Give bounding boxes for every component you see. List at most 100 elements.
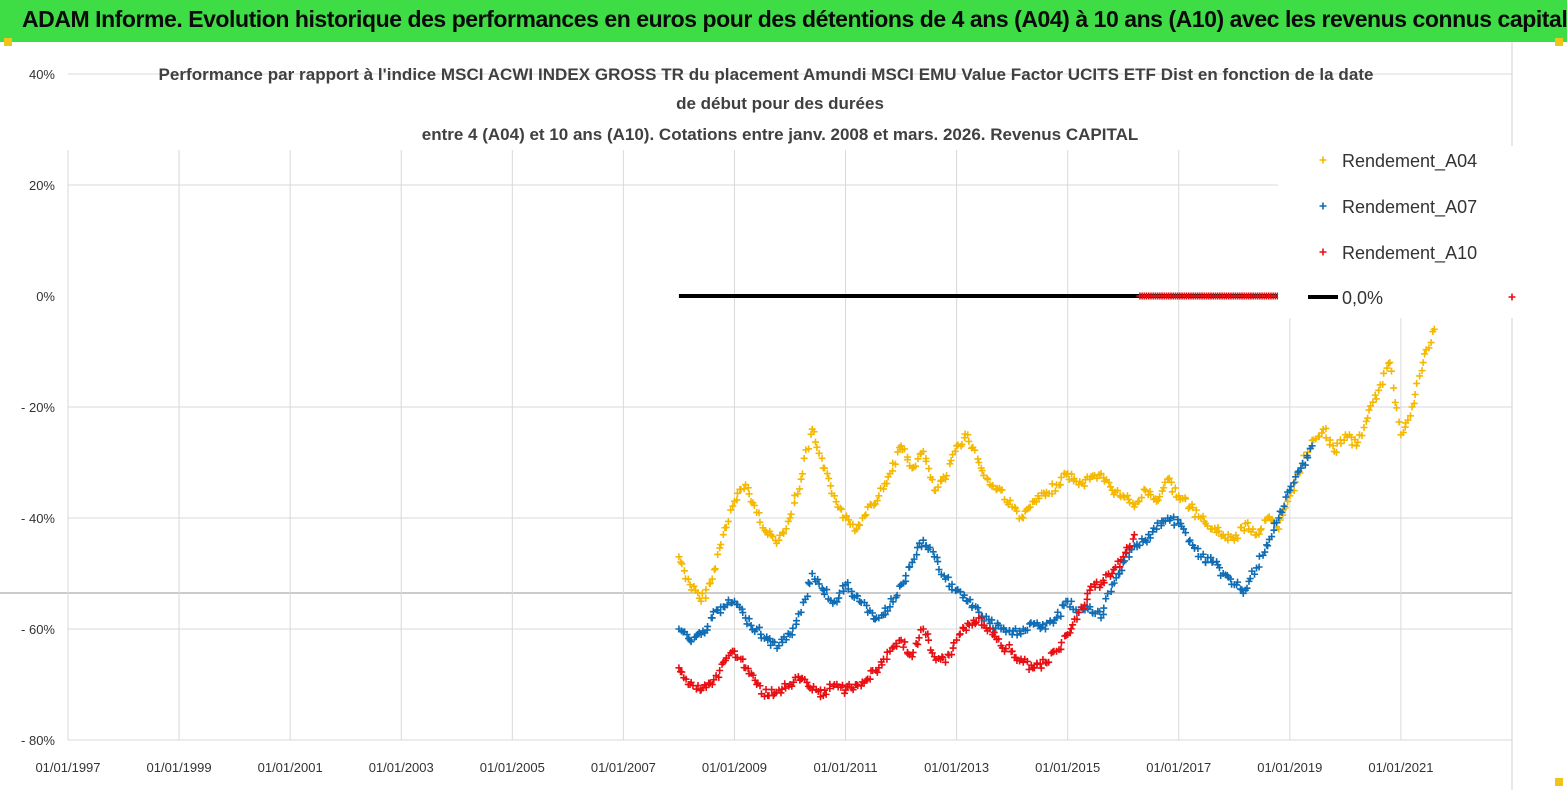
data-point (1011, 625, 1019, 633)
data-point (1411, 390, 1419, 398)
data-point (1393, 404, 1401, 412)
data-point (891, 460, 899, 468)
data-point (1234, 578, 1242, 586)
data-point (843, 512, 851, 520)
data-point (842, 686, 850, 694)
data-point (1365, 406, 1373, 414)
data-point (805, 445, 813, 453)
data-point (788, 682, 796, 690)
data-point (1120, 557, 1128, 565)
data-point (953, 636, 961, 644)
data-point (706, 579, 714, 587)
data-point (1138, 494, 1146, 502)
data-point (841, 689, 849, 697)
data-point (1255, 552, 1263, 560)
data-point (756, 682, 764, 690)
data-point (1023, 657, 1031, 665)
data-point (1156, 493, 1164, 501)
data-point (1100, 579, 1108, 587)
data-point (697, 597, 705, 605)
data-point (680, 567, 688, 575)
data-point (1379, 380, 1387, 388)
data-point (840, 587, 848, 595)
data-point (1308, 442, 1316, 450)
data-point (928, 476, 936, 484)
data-point (1036, 660, 1044, 668)
data-point (889, 467, 897, 475)
data-point (723, 601, 731, 609)
data-point (1006, 496, 1014, 504)
data-point (1018, 513, 1026, 521)
data-point (1329, 442, 1337, 450)
data-point (788, 631, 796, 639)
data-point (1383, 364, 1391, 372)
data-point (946, 460, 954, 468)
data-point (900, 445, 908, 453)
data-point (934, 483, 942, 491)
data-point (1207, 554, 1215, 562)
data-point (1005, 641, 1013, 649)
data-point (822, 690, 830, 698)
data-point (925, 465, 933, 473)
data-point (1388, 367, 1395, 375)
data-point (1192, 506, 1200, 514)
data-point (815, 449, 823, 457)
data-point (827, 482, 835, 490)
data-point (821, 464, 829, 472)
data-point (1408, 403, 1416, 411)
data-point (1066, 629, 1074, 637)
data-point (1086, 603, 1094, 611)
data-point (871, 615, 879, 623)
data-point (1348, 441, 1356, 449)
data-point (966, 596, 974, 604)
data-point (1140, 485, 1148, 493)
x-tick-label: 01/01/1999 (147, 760, 212, 775)
data-point (792, 617, 800, 625)
data-point (909, 648, 917, 656)
data-point (919, 625, 927, 633)
data-point (1008, 647, 1016, 655)
data-point (931, 487, 939, 495)
series-rendement-a10 (675, 531, 1138, 701)
data-point (733, 496, 741, 504)
data-point (778, 685, 786, 693)
data-point (687, 638, 695, 646)
data-point (880, 485, 888, 493)
data-point (1068, 470, 1076, 478)
x-tick-label: 01/01/2001 (258, 760, 323, 775)
data-point (690, 582, 698, 590)
data-point (1170, 513, 1178, 521)
data-point (730, 647, 738, 655)
data-point (1261, 548, 1269, 556)
data-point (747, 621, 755, 629)
data-point (889, 598, 897, 606)
data-point (716, 666, 724, 674)
data-point (1284, 497, 1292, 505)
data-point (1367, 402, 1375, 410)
data-point (914, 455, 922, 463)
data-point (1243, 584, 1251, 592)
data-point (1149, 528, 1157, 536)
data-point (794, 490, 802, 498)
data-point (1189, 504, 1197, 512)
data-point (1054, 608, 1062, 616)
data-point (1406, 412, 1414, 420)
data-point (1004, 501, 1012, 509)
data-point (1119, 553, 1127, 561)
data-point (1282, 493, 1290, 501)
data-point (1287, 482, 1295, 490)
data-point (1419, 359, 1427, 367)
data-point (849, 686, 857, 694)
data-point (1386, 359, 1394, 367)
data-point (1251, 570, 1259, 578)
data-point (683, 631, 691, 639)
data-point (782, 525, 790, 533)
data-point (803, 678, 811, 686)
data-point (1240, 527, 1248, 535)
data-point (862, 511, 870, 519)
data-point (739, 609, 747, 617)
data-point (943, 472, 951, 480)
data-point (825, 474, 833, 482)
data-point (1199, 550, 1207, 558)
data-point (1304, 454, 1312, 462)
